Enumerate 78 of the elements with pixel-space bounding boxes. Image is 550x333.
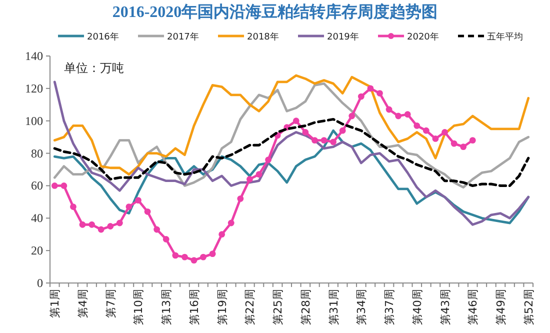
y-tick-label: 120 xyxy=(25,81,43,96)
point xyxy=(246,176,253,182)
point xyxy=(358,93,364,100)
point xyxy=(126,204,132,210)
point xyxy=(135,197,142,204)
legend-label: 2019年 xyxy=(327,32,359,42)
legend-label: 2018年 xyxy=(247,32,279,42)
y-tick-label: 60 xyxy=(31,178,43,193)
point xyxy=(181,254,188,260)
x-tick-label: 第7周 xyxy=(104,289,118,318)
x-tick-label: 第25周 xyxy=(272,289,285,325)
point xyxy=(422,127,430,134)
x-tick-label: 第22周 xyxy=(244,289,257,325)
point xyxy=(200,254,206,260)
x-tick-label: 第52周 xyxy=(522,289,536,325)
point xyxy=(144,208,151,215)
point xyxy=(60,182,68,189)
point xyxy=(320,137,328,144)
x-tick-label: 第16周 xyxy=(188,289,201,325)
point xyxy=(367,85,374,92)
point xyxy=(107,223,114,230)
point xyxy=(330,138,336,146)
point xyxy=(218,231,226,238)
chart-title: 2016-2020年国内沿海豆粕结转库存周度趋势图 xyxy=(112,2,438,21)
y-tick-label: 0 xyxy=(37,276,43,290)
x-tick-label: 第4周 xyxy=(76,289,90,318)
point xyxy=(79,221,86,228)
point xyxy=(172,252,179,259)
y-tick-label: 40 xyxy=(31,211,43,226)
point xyxy=(432,135,439,142)
x-tick-label: 第34周 xyxy=(355,289,368,325)
point xyxy=(414,122,420,129)
point xyxy=(209,250,216,258)
point xyxy=(312,137,318,144)
x-tick-label: 第10周 xyxy=(132,289,146,325)
point xyxy=(302,129,309,136)
x-tick-label: 第37周 xyxy=(383,289,396,325)
point xyxy=(404,111,411,118)
legend-label: 2016年 xyxy=(87,32,119,42)
point xyxy=(228,220,234,226)
point xyxy=(265,156,272,163)
point xyxy=(88,221,95,228)
annotation: 单位：万吨 xyxy=(64,61,124,75)
point xyxy=(162,236,170,242)
y-tick-label: 100 xyxy=(25,114,43,128)
x-tick-label: 第28周 xyxy=(299,289,312,325)
point xyxy=(70,204,76,210)
x-tick-label: 第1周 xyxy=(48,289,62,318)
point xyxy=(469,137,476,144)
point xyxy=(292,118,300,124)
y-tick-label: 20 xyxy=(31,244,43,258)
x-tick-label: 第40周 xyxy=(410,289,424,325)
legend-label: 2017年 xyxy=(167,32,199,42)
point xyxy=(348,112,356,120)
point xyxy=(190,257,198,264)
legend-label: 五年平均 xyxy=(487,32,523,42)
point xyxy=(237,195,244,202)
x-tick-label: 第31周 xyxy=(327,289,340,325)
point xyxy=(376,90,383,96)
y-tick-label: 80 xyxy=(31,146,43,160)
x-tick-label: 第46周 xyxy=(466,289,480,325)
point xyxy=(256,171,262,178)
point xyxy=(442,129,448,136)
point xyxy=(450,140,458,147)
point xyxy=(116,220,123,226)
point xyxy=(51,182,58,189)
point xyxy=(339,127,346,134)
point xyxy=(386,106,392,113)
x-tick-label: 第43周 xyxy=(438,289,452,325)
x-tick-label: 第49周 xyxy=(494,289,508,325)
point xyxy=(98,226,104,233)
x-tick-label: 第19周 xyxy=(216,289,229,325)
point xyxy=(460,144,467,150)
legend-label: 2020年 xyxy=(407,32,439,42)
point xyxy=(395,112,402,120)
y-tick-label: 140 xyxy=(25,49,43,63)
point xyxy=(154,226,160,233)
x-tick-label: 第13周 xyxy=(160,289,174,325)
